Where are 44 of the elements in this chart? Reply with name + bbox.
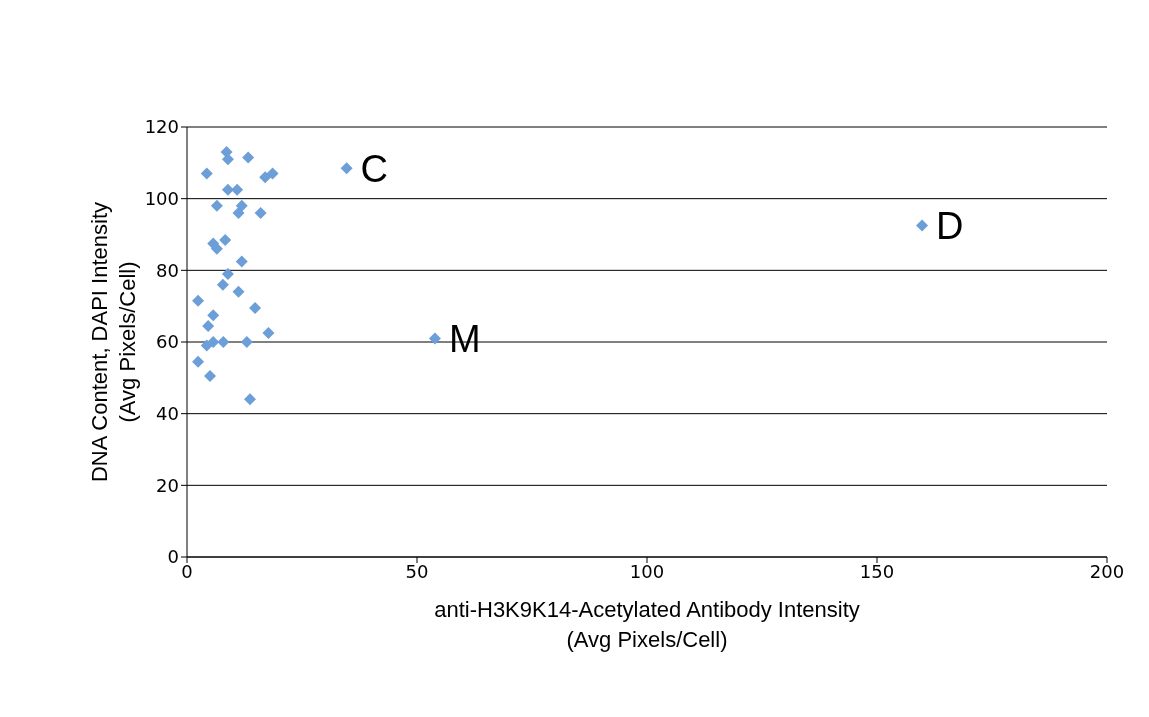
point xyxy=(916,219,929,232)
y-tick-label: 60 xyxy=(156,331,179,353)
point xyxy=(200,339,213,352)
point xyxy=(254,207,267,219)
point xyxy=(217,336,230,348)
point xyxy=(232,207,245,219)
x-tick-label: 50 xyxy=(405,560,429,582)
point xyxy=(242,151,255,164)
point xyxy=(249,301,262,314)
point xyxy=(216,278,229,291)
point xyxy=(204,370,216,383)
x-tick-label: 0 xyxy=(181,560,193,582)
x-tick-label: 100 xyxy=(629,560,665,582)
point xyxy=(340,162,353,175)
point xyxy=(219,233,232,246)
y-tick-label: 80 xyxy=(156,259,179,281)
point xyxy=(192,355,205,368)
point xyxy=(232,285,245,298)
point xyxy=(235,255,248,268)
point xyxy=(231,183,244,196)
annotation: C xyxy=(360,147,389,190)
point xyxy=(221,183,234,196)
y-tick-label: 20 xyxy=(156,474,179,496)
point xyxy=(200,167,213,180)
y-tick-label: 100 xyxy=(144,188,179,210)
point xyxy=(207,309,220,322)
x-axis-title: anti-H3K9K14-Acetylated Antibody Intensity (Avg Pixels/Cell) xyxy=(434,597,860,652)
point xyxy=(240,336,253,348)
y-axis-title: DNA Content, DAPI Intensity (Avg Pixels/Cell) xyxy=(87,201,140,483)
point xyxy=(262,327,275,340)
y-tick-label: 0 xyxy=(167,546,179,568)
point xyxy=(244,393,257,406)
point xyxy=(202,319,215,332)
y-tick-label: 40 xyxy=(156,403,179,425)
x-tick-label: 150 xyxy=(859,560,895,582)
annotation: D xyxy=(936,205,964,248)
point xyxy=(192,294,205,307)
point xyxy=(210,199,223,212)
point xyxy=(221,267,234,280)
point xyxy=(266,167,279,180)
y-tick-label: 120 xyxy=(144,116,179,138)
point xyxy=(428,332,441,345)
x-tick-label: 200 xyxy=(1089,560,1125,582)
annotation: M xyxy=(448,317,481,360)
